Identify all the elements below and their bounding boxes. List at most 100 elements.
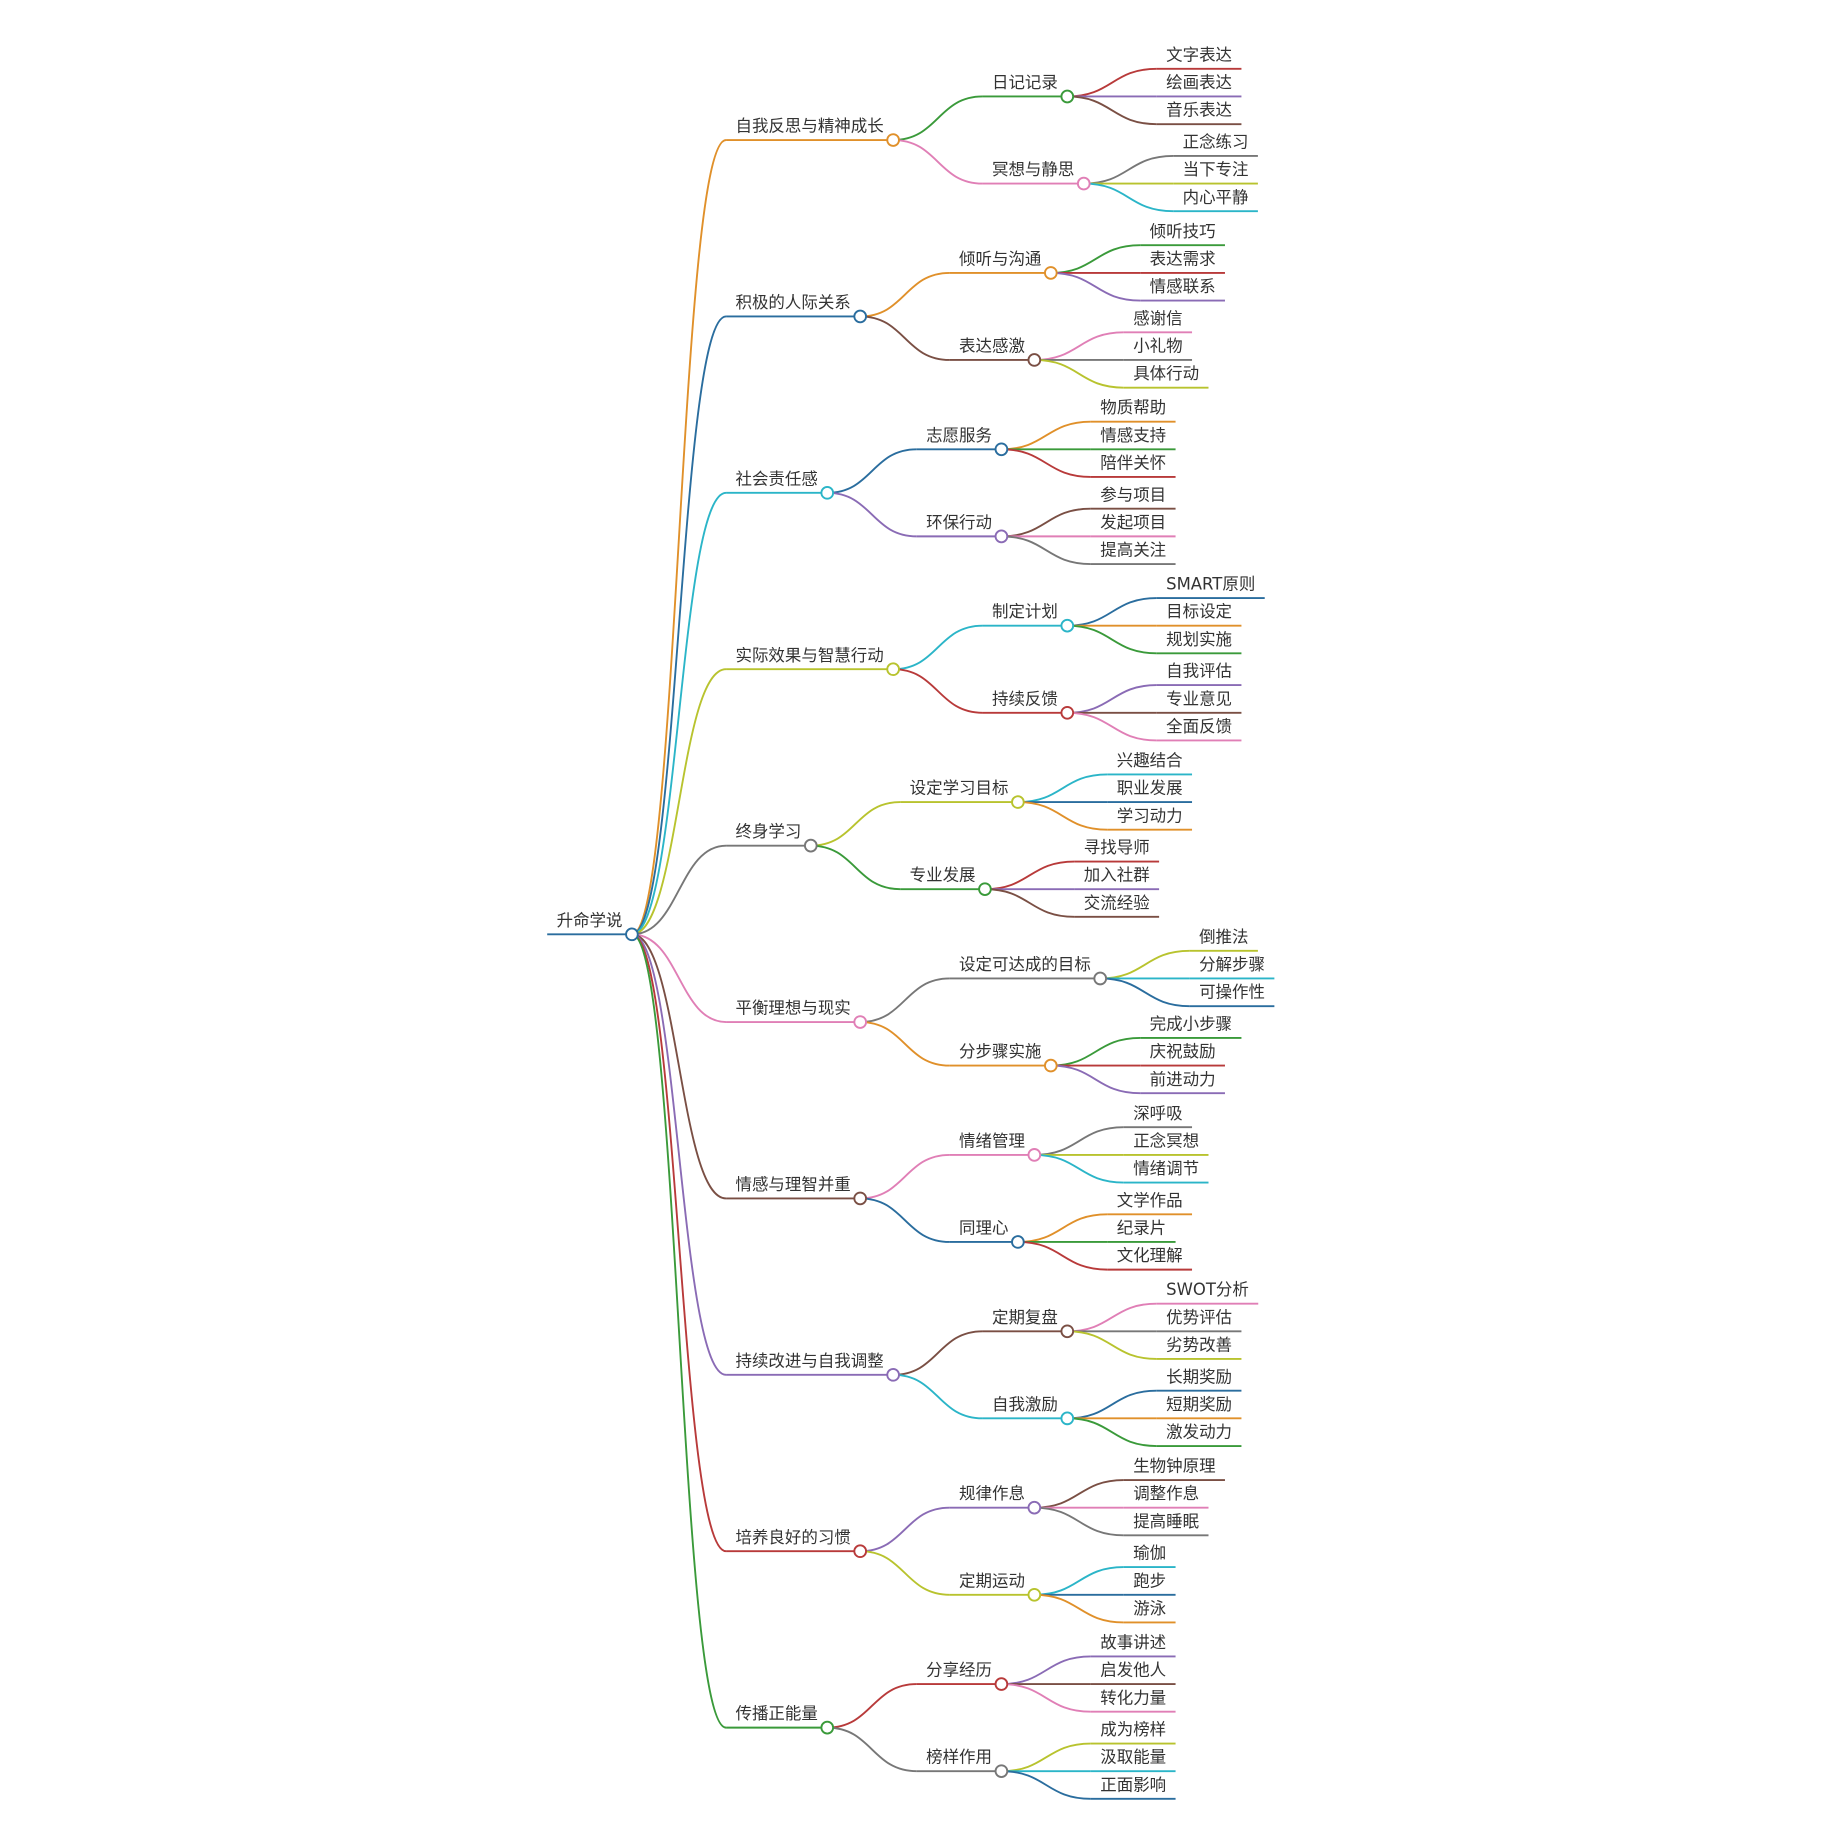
leaf-label: 前进动力 [1150,1070,1216,1089]
leaf-label: SWOT分析 [1166,1280,1249,1299]
topic-node [1060,618,1075,633]
leaf-connector [1034,1479,1124,1509]
topic-connector [810,844,901,891]
leaf-label: 内心平静 [1183,188,1249,207]
leaf-label: 感谢信 [1133,309,1182,328]
topic-connector [827,491,917,538]
leaf-label: 优势评估 [1166,1308,1232,1327]
leaf-label: 跑步 [1133,1571,1166,1590]
leaf-connector [984,860,1075,891]
branch-node [853,1191,868,1206]
leaf-label: 音乐表达 [1166,101,1232,120]
leaf-connector [1001,1655,1091,1686]
leaf-label: 纪录片 [1117,1219,1166,1238]
leaf-connector [1034,359,1124,389]
topic-label: 设定可达成的目标 [959,955,1091,974]
leaf-connector [1017,801,1108,831]
branch-label: 自我反思与精神成长 [735,117,883,136]
topic-label: 制定计划 [992,602,1058,621]
leaf-label: 提高睡眠 [1133,1512,1199,1531]
branch-label: 情感与理智并重 [735,1175,850,1194]
leaf-label: 具体行动 [1133,364,1199,383]
leaf-label: 表达需求 [1150,249,1216,268]
leaf-label: 寻找导师 [1084,838,1150,857]
root-label: 升命学说 [557,911,623,930]
topic-label: 同理心 [959,1219,1008,1238]
leaf-connector [1067,95,1157,126]
topic-node [1027,1148,1042,1162]
leaf-label: 当下专注 [1183,160,1249,179]
leaf-connector [1050,271,1141,302]
leaf-connector [1067,1302,1157,1333]
leaf-connector [1034,1506,1124,1537]
topic-node [994,1677,1009,1691]
topic-connector [893,139,983,185]
topic-node [1011,795,1025,809]
leaf-connector [1001,1770,1091,1800]
branch-label: 终身学习 [735,822,801,841]
branch-node [886,1368,900,1382]
leaf-label: 分解步骤 [1199,955,1265,974]
leaf-label: 职业发展 [1117,779,1183,798]
branch-label: 实际效果与智慧行动 [735,646,883,665]
leaf-label: 劣势改善 [1166,1335,1232,1354]
branch-label: 培养良好的习惯 [735,1528,850,1547]
topic-node [994,529,1009,544]
leaf-label: 正念冥想 [1133,1131,1199,1150]
leaf-label: 成为榜样 [1100,1720,1166,1739]
topic-connector [860,1506,950,1553]
branch-label: 积极的人际关系 [735,293,850,312]
topic-node [1011,1235,1025,1249]
leaf-label: 转化力量 [1100,1688,1166,1707]
topic-connector [893,95,983,141]
branch-connector [631,933,727,1729]
topic-node [994,442,1009,457]
topic-node [1043,266,1058,280]
branch-connector [631,491,727,936]
leaf-connector [1017,1241,1108,1271]
topic-label: 倾听与沟通 [959,249,1041,268]
branch-node [820,486,835,500]
branch-label: 平衡理想与现实 [735,999,850,1018]
topic-node [1060,1411,1075,1426]
branch-node [853,309,868,324]
leaf-connector [1001,1742,1091,1773]
leaf-label: 文字表达 [1166,45,1232,64]
leaf-connector [1067,711,1157,742]
leaf-label: 物质帮助 [1100,398,1166,417]
leaf-connector [1067,684,1157,714]
topic-label: 专业发展 [910,866,976,885]
leaf-label: 正面影响 [1100,1775,1166,1794]
leaf-label: 目标设定 [1166,602,1232,621]
leaf-label: 短期奖励 [1166,1395,1232,1414]
leaf-label: 小礼物 [1133,337,1182,356]
leaf-label: 汲取能量 [1100,1748,1166,1767]
leaf-label: 正念练习 [1183,132,1249,151]
branch-label: 社会责任感 [735,469,817,488]
topic-node [1043,1058,1058,1073]
topic-label: 环保行动 [926,513,992,532]
leaf-connector [1067,597,1157,627]
leaf-label: 加入社群 [1084,866,1150,885]
leaf-connector [1100,949,1190,980]
leaf-connector [1034,1593,1124,1624]
leaf-connector [1067,624,1157,655]
leaf-label: 深呼吸 [1133,1104,1182,1123]
topic-label: 定期复盘 [992,1308,1058,1327]
topic-node [994,1764,1009,1778]
branch-connector [631,139,727,936]
topic-label: 情绪管理 [959,1131,1025,1150]
topic-label: 日记记录 [992,73,1058,92]
topic-connector [860,1550,950,1596]
leaf-label: 倒推法 [1199,927,1248,946]
leaf-connector [1034,1566,1124,1596]
branch-label: 持续改进与自我调整 [735,1351,883,1370]
leaf-label: 文学作品 [1117,1191,1183,1210]
leaf-connector [1034,1153,1124,1184]
topic-node [1027,1587,1042,1602]
topic-connector [860,977,950,1023]
branch-node [803,838,818,853]
leaf-connector [1050,1036,1141,1067]
leaf-label: 激发动力 [1166,1423,1232,1442]
branch-connector [631,668,727,936]
